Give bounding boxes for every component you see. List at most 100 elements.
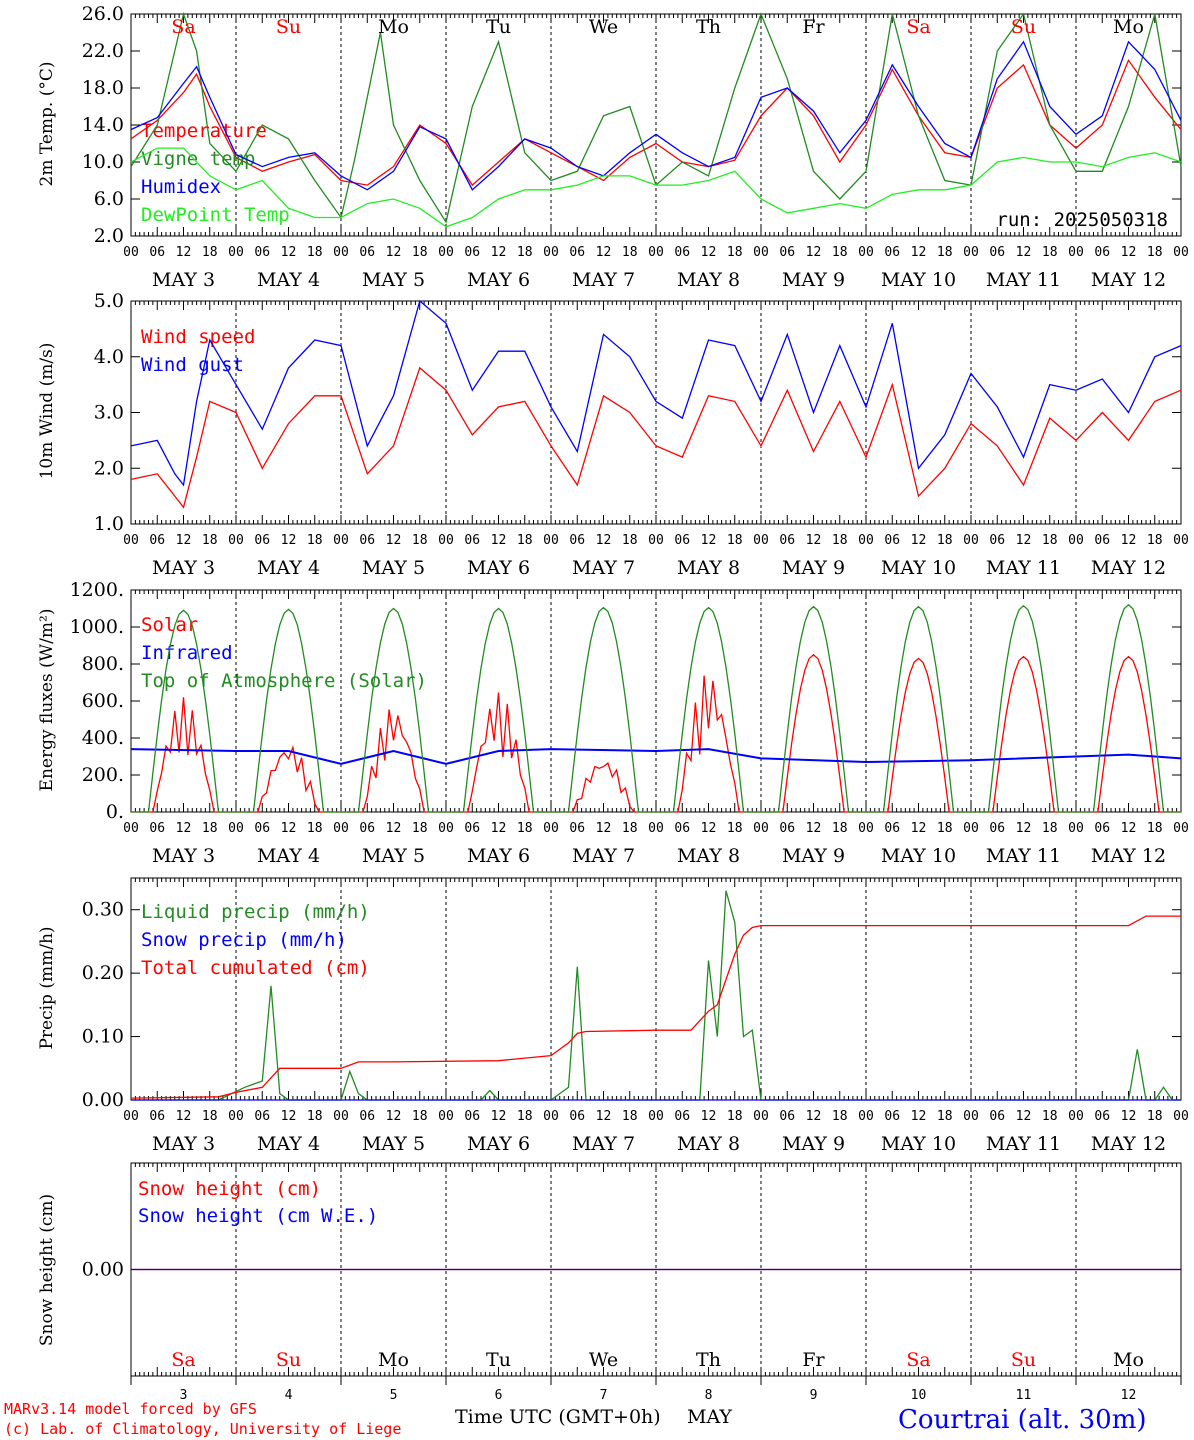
date-label: MAY 6 bbox=[467, 269, 530, 291]
hour-tick-label: 12 bbox=[701, 245, 717, 260]
hour-tick-label: 00 bbox=[123, 1109, 139, 1124]
date-label: MAY 5 bbox=[362, 1133, 425, 1155]
dow-label: Sa bbox=[171, 1349, 195, 1371]
hour-tick-label: 18 bbox=[307, 821, 323, 836]
hour-tick-label: 12 bbox=[386, 245, 402, 260]
hour-tick-label: 12 bbox=[386, 533, 402, 548]
date-label: MAY 8 bbox=[677, 269, 740, 291]
y-axis-label: Energy fluxes (W/m²) bbox=[37, 609, 57, 792]
day-number-label: 8 bbox=[705, 1388, 713, 1403]
date-label: MAY 8 bbox=[677, 845, 740, 867]
hour-tick-label: 00 bbox=[1068, 533, 1084, 548]
hour-tick-label: 00 bbox=[228, 821, 244, 836]
y-tick-label: 200. bbox=[82, 764, 124, 786]
hour-tick-label: 12 bbox=[596, 533, 612, 548]
dow-label: Mo bbox=[378, 16, 409, 38]
date-label: MAY 5 bbox=[362, 557, 425, 579]
y-axis-label: Precip (mm/h) bbox=[37, 926, 57, 1049]
hour-tick-label: 18 bbox=[622, 821, 638, 836]
y-tick-label: 2.0 bbox=[94, 457, 124, 479]
hour-tick-label: 00 bbox=[123, 533, 139, 548]
hour-tick-label: 12 bbox=[176, 1109, 192, 1124]
hour-tick-label: 00 bbox=[438, 245, 454, 260]
day-number-label: 12 bbox=[1121, 1388, 1137, 1403]
hour-tick-label: 18 bbox=[1147, 533, 1163, 548]
hour-tick-label: 12 bbox=[596, 245, 612, 260]
y-tick-label: 22.0 bbox=[82, 40, 124, 62]
y-tick-label: 2.0 bbox=[94, 225, 124, 247]
y-axis-label: 2m Temp. (°C) bbox=[37, 61, 57, 186]
hour-tick-label: 06 bbox=[569, 245, 585, 260]
hour-tick-label: 18 bbox=[622, 1109, 638, 1124]
hour-tick-label: 12 bbox=[911, 821, 927, 836]
hour-tick-label: 12 bbox=[806, 821, 822, 836]
y-tick-label: 1000. bbox=[70, 616, 124, 638]
y-tick-label: 6.0 bbox=[94, 188, 124, 210]
date-label: MAY 7 bbox=[572, 845, 635, 867]
day-number-label: 3 bbox=[180, 1388, 188, 1403]
hour-tick-label: 06 bbox=[149, 1109, 165, 1124]
hour-tick-label: 00 bbox=[1068, 1109, 1084, 1124]
hour-tick-label: 18 bbox=[727, 533, 743, 548]
credit-line-1: MARv3.14 model forced by GFS bbox=[4, 1400, 257, 1418]
legend-label: Infrared bbox=[141, 642, 233, 664]
hour-tick-label: 00 bbox=[333, 245, 349, 260]
series-line-1-1 bbox=[130, 58, 1182, 187]
run-label: run: 2025050318 bbox=[996, 209, 1168, 231]
hour-tick-label: 12 bbox=[911, 1109, 927, 1124]
dow-label: Th bbox=[696, 16, 721, 38]
hour-tick-label: 00 bbox=[543, 533, 559, 548]
hour-tick-label: 06 bbox=[1094, 821, 1110, 836]
hour-tick-label: 00 bbox=[543, 1109, 559, 1124]
hour-tick-label: 06 bbox=[464, 533, 480, 548]
date-label: MAY 3 bbox=[152, 845, 215, 867]
hour-tick-label: 00 bbox=[438, 821, 454, 836]
dow-label: Tu bbox=[486, 16, 511, 38]
hour-tick-label: 00 bbox=[438, 1109, 454, 1124]
legend-label: Top of Atmosphere (Solar) bbox=[141, 670, 427, 692]
hour-tick-label: 12 bbox=[281, 821, 297, 836]
hour-tick-label: 06 bbox=[674, 821, 690, 836]
hour-tick-label: 00 bbox=[753, 245, 769, 260]
hour-tick-label: 00 bbox=[438, 533, 454, 548]
hour-tick-label: 00 bbox=[228, 533, 244, 548]
hour-tick-label: 00 bbox=[858, 245, 874, 260]
legend-label: Solar bbox=[141, 614, 198, 636]
hour-tick-label: 06 bbox=[254, 533, 270, 548]
hour-tick-label: 12 bbox=[386, 821, 402, 836]
hour-tick-label: 18 bbox=[412, 821, 428, 836]
hour-tick-label: 06 bbox=[779, 821, 795, 836]
y-tick-label: 26.0 bbox=[82, 3, 124, 25]
date-label: MAY 8 bbox=[677, 557, 740, 579]
hour-tick-label: 18 bbox=[937, 821, 953, 836]
date-label: MAY 12 bbox=[1091, 1133, 1166, 1155]
hour-tick-label: 18 bbox=[1042, 245, 1058, 260]
hour-tick-label: 18 bbox=[1147, 1109, 1163, 1124]
hour-tick-label: 12 bbox=[911, 245, 927, 260]
dow-label: Fr bbox=[802, 1349, 825, 1371]
hour-tick-label: 06 bbox=[464, 245, 480, 260]
hour-tick-label: 12 bbox=[1121, 1109, 1137, 1124]
series-line-3-3 bbox=[131, 603, 1181, 813]
hour-tick-label: 12 bbox=[176, 245, 192, 260]
date-label: MAY 10 bbox=[881, 557, 956, 579]
dow-label: Su bbox=[1011, 1349, 1036, 1371]
hour-tick-label: 18 bbox=[517, 245, 533, 260]
date-label: MAY 6 bbox=[467, 1133, 530, 1155]
day-number-label: 11 bbox=[1016, 1388, 1032, 1403]
hour-tick-label: 06 bbox=[884, 533, 900, 548]
legend-label: Snow height (cm) bbox=[138, 1178, 321, 1200]
hour-tick-label: 06 bbox=[149, 533, 165, 548]
hour-tick-label: 00 bbox=[963, 533, 979, 548]
hour-tick-label: 12 bbox=[806, 1109, 822, 1124]
y-tick-label: 5.0 bbox=[94, 290, 124, 312]
hour-tick-label: 00 bbox=[123, 821, 139, 836]
hour-tick-label: 18 bbox=[412, 533, 428, 548]
y-tick-label: 800. bbox=[82, 653, 124, 675]
hour-tick-label: 12 bbox=[491, 533, 507, 548]
dow-label: Mo bbox=[1113, 1349, 1144, 1371]
date-label: MAY 8 bbox=[677, 1133, 740, 1155]
hour-tick-label: 12 bbox=[281, 1109, 297, 1124]
hour-tick-label: 18 bbox=[202, 821, 218, 836]
